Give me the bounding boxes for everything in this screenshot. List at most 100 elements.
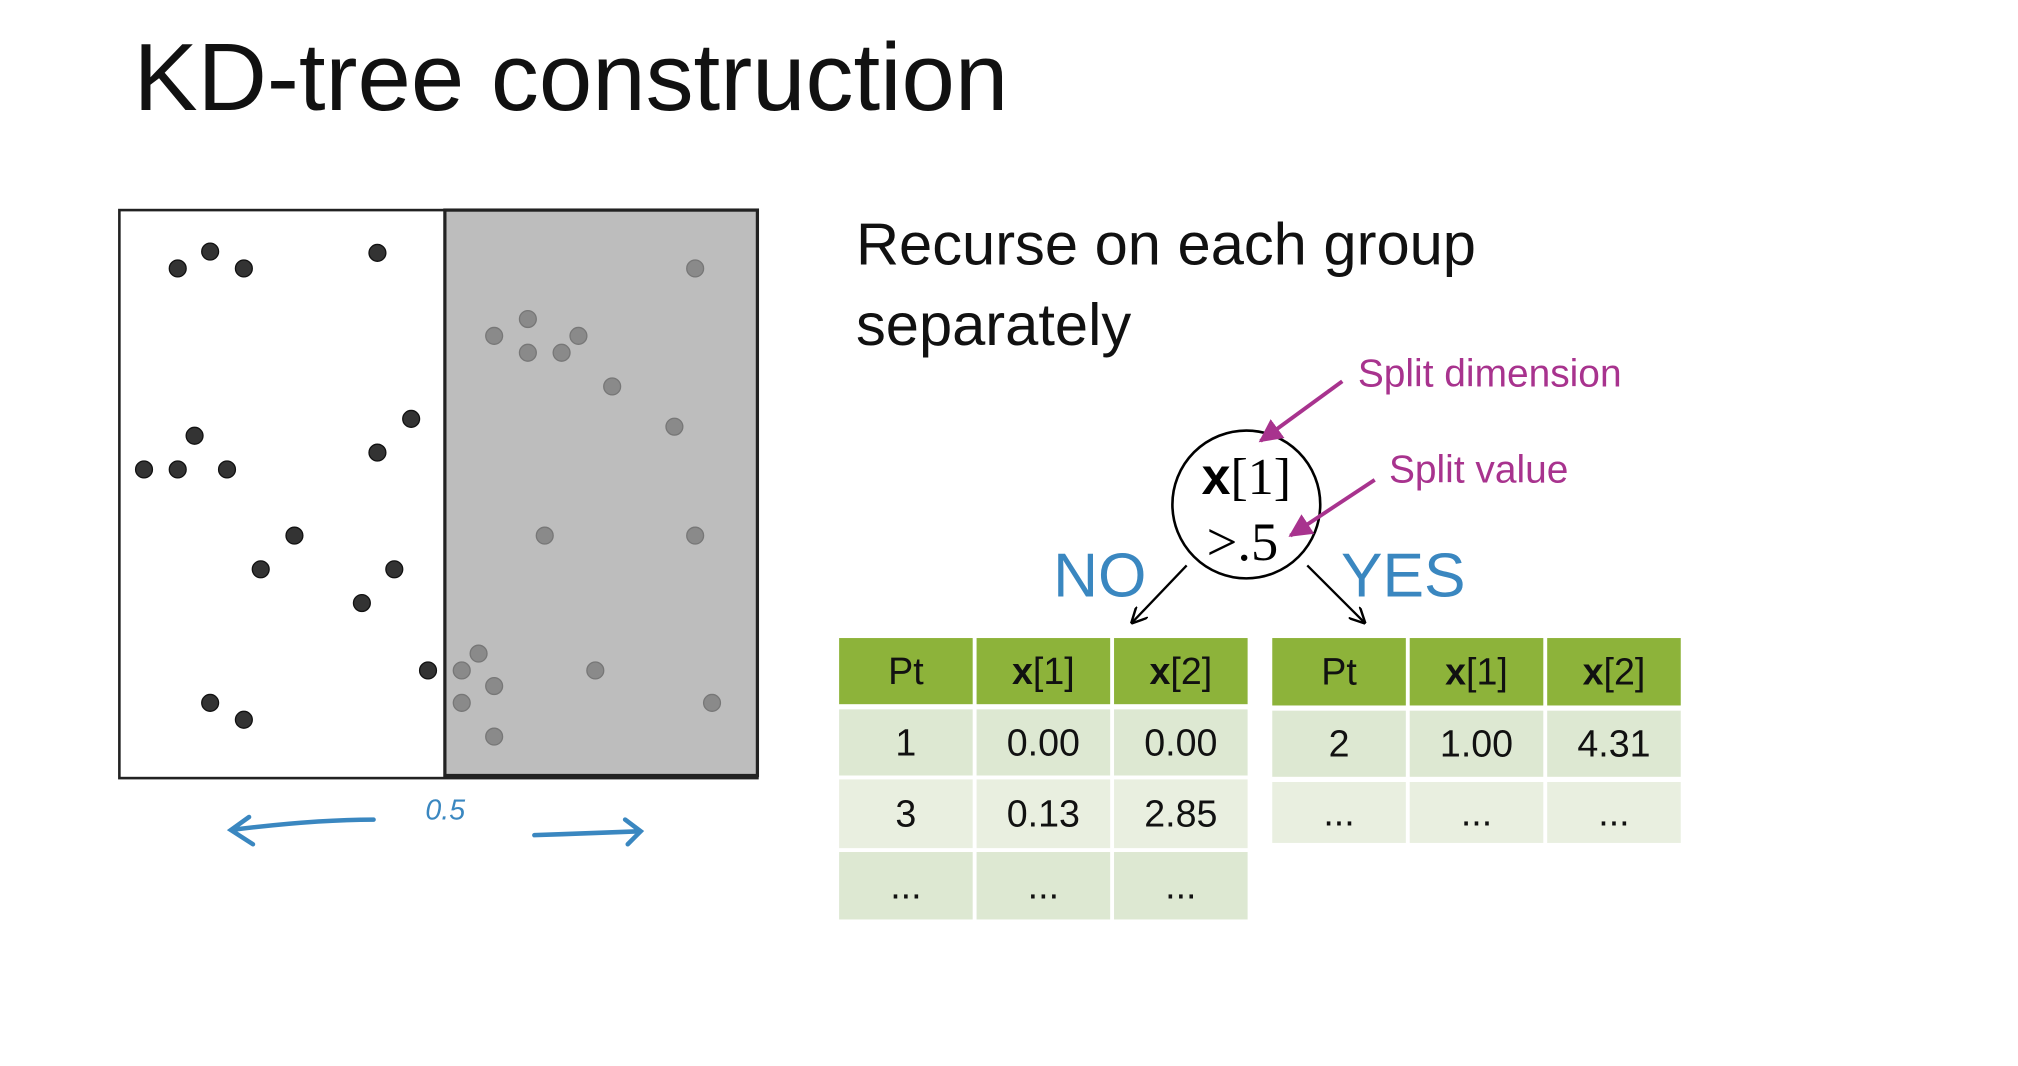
cell-text: 1.00 [1440, 723, 1513, 765]
point [535, 526, 554, 545]
header-part: x [1149, 650, 1170, 692]
cell-text: ... [1165, 865, 1196, 907]
point [485, 676, 504, 696]
header-part: Pt [1321, 651, 1357, 693]
point [352, 593, 371, 613]
node-dimension: x[1] [1202, 447, 1291, 506]
cell-text: 0.13 [1007, 793, 1080, 835]
point [201, 693, 220, 712]
point [702, 693, 722, 712]
cell-text: ... [1028, 865, 1059, 907]
table: Pt x[1] x[2]1 0.00 0.003 0.13 2.85......... [839, 638, 1248, 920]
cell [839, 709, 973, 776]
cell-text: 3 [895, 793, 916, 835]
cell [1409, 781, 1544, 843]
point [518, 309, 537, 329]
left-arrow [226, 814, 376, 847]
cell [976, 709, 1111, 776]
right-arrow [532, 817, 645, 847]
branch-no: NO [1053, 542, 1146, 611]
header-text: x[1] [1012, 650, 1075, 692]
node-index: [1] [1231, 449, 1291, 506]
cell-text: 2 [1329, 723, 1350, 765]
header-part: Pt [888, 650, 924, 692]
cell [839, 852, 973, 920]
cell-text: ... [890, 865, 921, 907]
header-part: [2] [1604, 651, 1646, 693]
point [217, 460, 237, 479]
header-part: x [1583, 651, 1604, 693]
point [368, 443, 387, 462]
point [402, 409, 421, 428]
cell-text: 0.00 [1144, 721, 1217, 763]
cell [1547, 781, 1681, 843]
point [603, 377, 622, 396]
cell [1547, 710, 1681, 777]
point [418, 661, 438, 680]
text-line: separately [856, 291, 1131, 358]
header-part: x [1445, 651, 1466, 693]
point [168, 259, 187, 278]
point [168, 460, 187, 479]
edge-arrow [1132, 564, 1188, 622]
point [665, 417, 684, 436]
cell [1409, 710, 1544, 777]
point [686, 259, 705, 278]
point [569, 326, 588, 345]
point [285, 526, 304, 545]
cell [1272, 781, 1406, 843]
header-part: x [1012, 650, 1033, 692]
edge-arrow [1306, 564, 1364, 622]
header-cell [1547, 638, 1681, 706]
point [686, 526, 705, 545]
point [452, 693, 471, 712]
header-text: x[2] [1583, 651, 1646, 693]
node-var: x [1202, 447, 1231, 505]
point [452, 661, 471, 680]
annotation: Split dimension [1358, 352, 1622, 395]
point [368, 243, 387, 262]
header-cell [1409, 638, 1544, 706]
split-label: 0.5 [425, 795, 465, 827]
cell [1272, 710, 1406, 777]
point [485, 727, 504, 746]
point [469, 644, 488, 663]
point [586, 661, 605, 680]
point [552, 343, 571, 362]
header-cell [976, 638, 1111, 705]
annotation-arrow [1288, 478, 1376, 538]
cell-text: 4.31 [1577, 723, 1650, 765]
point-plot [118, 208, 760, 780]
point [185, 426, 204, 445]
point [385, 560, 404, 579]
node-circle [1171, 429, 1322, 580]
cell [1114, 779, 1248, 849]
title: KD-tree construction [134, 24, 1009, 131]
point [234, 710, 253, 729]
annotation: Split value [1389, 448, 1568, 491]
cell-text: ... [1598, 791, 1629, 833]
cell-text: 1 [895, 721, 916, 763]
cell [1114, 709, 1248, 776]
header-cell [839, 638, 973, 705]
cell-text: 0.00 [1007, 721, 1080, 763]
cell-text: 2.85 [1144, 793, 1217, 835]
table: Pt x[1] x[2]2 1.00 4.31......... [1272, 638, 1681, 843]
cell [976, 779, 1111, 849]
header-part: [1] [1466, 651, 1508, 693]
header-text: Pt [888, 650, 924, 692]
point [518, 343, 537, 362]
annotation-arrow [1258, 379, 1344, 443]
header-text: x[2] [1149, 650, 1212, 692]
cell [976, 852, 1111, 920]
header-part: [1] [1033, 650, 1075, 692]
point [251, 560, 270, 579]
cell-text: ... [1461, 791, 1492, 833]
cell-text: ... [1323, 791, 1354, 833]
point [485, 326, 504, 345]
point [234, 259, 253, 278]
text-line: Recurse on each group [856, 211, 1476, 278]
header-text: x[1] [1445, 651, 1508, 693]
header-text: Pt [1321, 651, 1357, 693]
